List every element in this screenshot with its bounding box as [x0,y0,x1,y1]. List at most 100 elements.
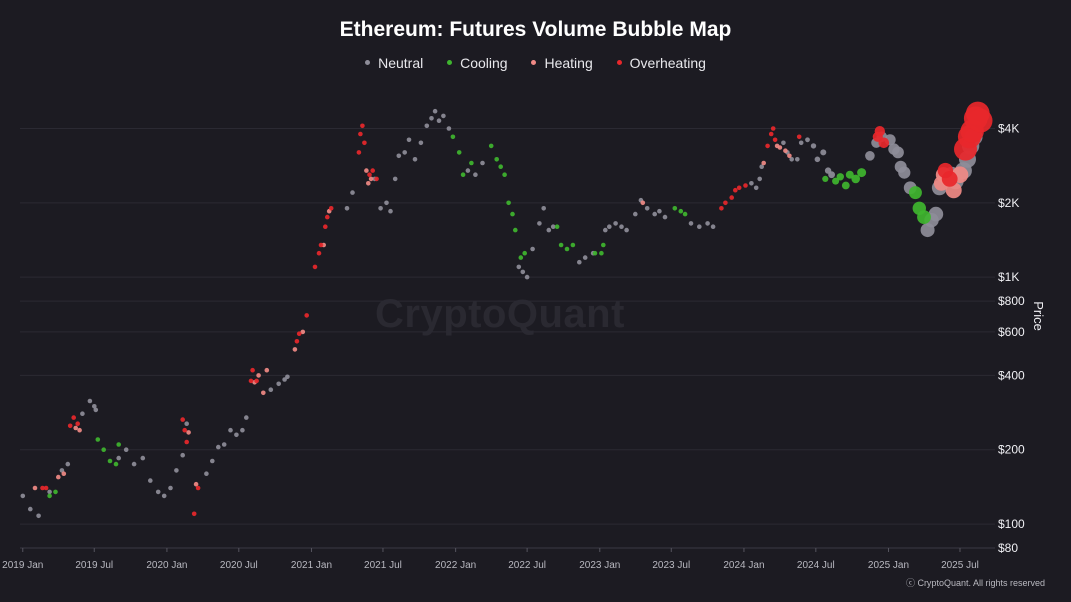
legend-item-heating[interactable]: Heating [531,55,593,71]
data-point-cooling [450,134,456,140]
data-point-neutral [753,185,759,191]
chart-legend: Neutral Cooling Heating Overheating [0,52,1071,71]
data-point-neutral [898,166,911,179]
data-point-neutral [350,190,355,195]
data-point-neutral [480,160,485,166]
data-point-heating [77,427,82,433]
data-point-neutral [465,168,471,173]
data-point-cooling [494,157,500,162]
data-point-neutral [93,407,99,413]
x-tick-label: 2023 Jan [579,560,620,571]
legend-dot-neutral [365,60,371,65]
data-point-cooling [116,442,121,447]
data-point-heating [193,481,199,487]
series-heating [32,143,969,491]
data-point-neutral [184,421,189,427]
data-point-heating [368,176,374,182]
data-point-neutral [550,224,556,229]
data-point-heating [761,160,766,166]
data-point-neutral [384,200,389,206]
data-point-cooling [908,186,922,200]
data-point-neutral [148,478,153,483]
x-tick-label: 2025 Jul [941,560,979,571]
x-tick-label: 2021 Jul [364,560,402,571]
data-point-cooling [845,170,854,179]
legend-item-neutral[interactable]: Neutral [365,55,423,71]
data-points [20,101,993,519]
data-point-cooling [498,164,504,169]
data-point-overheating [719,206,724,211]
data-point-overheating [772,137,778,143]
data-point-neutral [412,157,418,162]
data-point-overheating [723,200,728,206]
legend-dot-heating [531,60,537,65]
x-tick-label: 2020 Jan [146,560,187,571]
data-point-neutral [892,146,904,159]
data-point-neutral [688,221,694,226]
y-tick-label: $800 [998,294,1025,308]
data-point-overheating [182,427,187,433]
data-point-neutral [436,118,442,123]
data-point-cooling [917,210,931,225]
data-point-cooling [822,175,829,182]
data-point-neutral [828,171,835,179]
y-tick-label: $400 [998,368,1025,382]
data-point-neutral [759,164,764,169]
data-point-heating [56,474,61,480]
data-point-overheating [736,185,742,191]
data-point-neutral [216,444,221,450]
data-point-overheating [248,378,254,384]
data-point-overheating [878,137,890,149]
data-point-neutral [865,151,875,161]
data-point-neutral [392,176,398,182]
legend-dot-cooling [447,60,453,65]
data-point-neutral [92,404,97,409]
legend-item-cooling[interactable]: Cooling [447,54,508,71]
y-tick-label: $200 [998,443,1025,457]
data-point-overheating [356,150,362,155]
x-tick-label: 2019 Jul [75,560,113,571]
data-point-overheating [250,367,255,373]
data-point-neutral [140,455,146,461]
data-point-heating [73,425,78,431]
data-point-cooling [107,458,113,464]
data-point-neutral [805,137,810,143]
data-point-neutral [378,206,383,211]
data-point-neutral [268,387,274,393]
data-point-neutral [820,149,827,156]
data-point-neutral [65,461,71,467]
data-point-cooling [113,461,119,467]
series-overheating [40,101,993,517]
data-point-neutral [530,246,535,252]
x-tick-label: 2019 Jan [2,560,43,571]
data-point-neutral [798,140,804,146]
data-point-overheating [374,176,379,182]
data-point-heating [300,329,306,335]
data-point-neutral [47,489,52,495]
data-point-heating [261,390,266,396]
data-point-neutral [814,156,821,163]
data-point-overheating [304,313,310,318]
data-point-neutral [705,221,710,226]
data-point-overheating [323,224,328,229]
data-point-overheating [358,131,363,137]
data-point-neutral [418,140,424,146]
x-tick-label: 2024 Jul [797,560,835,571]
data-point-neutral [424,123,430,129]
legend-label-cooling: Cooling [460,54,508,71]
data-point-cooling [554,224,560,229]
data-point-overheating [362,140,367,146]
data-point-neutral [240,427,245,433]
data-point-overheating [968,108,993,133]
data-point-cooling [101,447,106,453]
legend-item-overheating[interactable]: Overheating [616,55,706,71]
data-point-cooling [570,242,576,248]
data-point-neutral [520,269,526,275]
data-point-neutral [20,493,26,499]
x-axis: 2019 Jan 2019 Jul 2020 Jan 2020 Jul 2021 Jan… [2,547,995,571]
data-point-cooling [460,172,466,177]
data-point-cooling [456,150,462,155]
data-point-neutral [244,415,249,420]
data-point-neutral [174,468,179,473]
